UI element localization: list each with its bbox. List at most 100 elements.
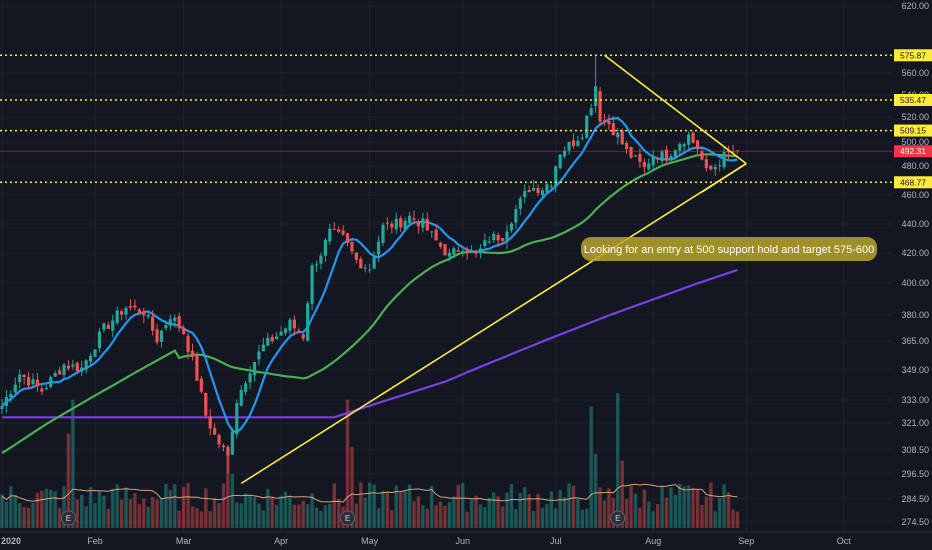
candle[interactable] xyxy=(49,375,53,389)
candle[interactable] xyxy=(713,163,717,176)
candle[interactable] xyxy=(26,371,31,389)
candlesticks[interactable] xyxy=(0,55,739,473)
candle[interactable] xyxy=(4,389,9,413)
candle[interactable] xyxy=(660,149,664,165)
candle[interactable] xyxy=(173,314,177,328)
earnings-marker[interactable]: E xyxy=(60,510,76,526)
candle[interactable] xyxy=(93,349,97,358)
candle[interactable] xyxy=(500,238,505,244)
candle[interactable] xyxy=(447,248,452,262)
candle[interactable] xyxy=(182,324,186,335)
candle[interactable] xyxy=(465,246,469,260)
candle[interactable] xyxy=(518,196,522,216)
candle[interactable] xyxy=(133,299,137,311)
candle[interactable] xyxy=(390,220,394,234)
candle[interactable] xyxy=(381,222,385,246)
candle[interactable] xyxy=(306,300,310,342)
candle[interactable] xyxy=(607,114,611,130)
last-price-tag[interactable]: 492.31 xyxy=(894,145,932,158)
candle[interactable] xyxy=(71,359,75,370)
candle[interactable] xyxy=(443,244,447,256)
candle[interactable] xyxy=(540,187,545,198)
candle[interactable] xyxy=(177,312,181,333)
candle[interactable] xyxy=(279,326,283,336)
candle[interactable] xyxy=(704,154,708,172)
candle[interactable] xyxy=(669,153,673,162)
candle[interactable] xyxy=(456,246,460,252)
candle[interactable] xyxy=(319,252,323,270)
candle[interactable] xyxy=(509,222,514,233)
candle[interactable] xyxy=(159,329,164,348)
candle[interactable] xyxy=(137,307,141,315)
annotation-callout[interactable]: Looking for an entry at 500 support hold… xyxy=(581,237,877,262)
candle[interactable] xyxy=(687,131,691,150)
level-price-tag[interactable]: 509.15 xyxy=(894,124,932,137)
candle[interactable] xyxy=(261,337,265,352)
candle[interactable] xyxy=(13,377,17,397)
candle[interactable] xyxy=(292,315,296,336)
candle[interactable] xyxy=(527,185,531,193)
candle[interactable] xyxy=(394,212,398,234)
candle[interactable] xyxy=(554,165,558,193)
candle[interactable] xyxy=(288,317,292,335)
resistance-trendline[interactable] xyxy=(603,54,747,165)
candle[interactable] xyxy=(310,262,314,311)
candle[interactable] xyxy=(695,139,700,156)
candle[interactable] xyxy=(257,344,261,366)
candle[interactable] xyxy=(18,369,22,389)
candle[interactable] xyxy=(505,225,509,250)
candle[interactable] xyxy=(337,226,341,234)
candle[interactable] xyxy=(195,351,199,382)
candle[interactable] xyxy=(376,235,381,262)
candle[interactable] xyxy=(625,140,629,154)
candle[interactable] xyxy=(111,314,115,338)
candle[interactable] xyxy=(97,328,102,353)
candle[interactable] xyxy=(323,238,327,262)
candle[interactable] xyxy=(80,360,84,377)
candle[interactable] xyxy=(709,164,713,171)
candle[interactable] xyxy=(647,158,651,171)
candle[interactable] xyxy=(75,361,79,374)
candle[interactable] xyxy=(226,445,230,473)
candle[interactable] xyxy=(434,224,438,241)
candle[interactable] xyxy=(22,374,26,385)
candle[interactable] xyxy=(483,233,487,248)
level-price-tag[interactable]: 575.87 xyxy=(894,49,932,62)
candle[interactable] xyxy=(239,385,243,407)
level-price-tag[interactable]: 468.77 xyxy=(894,176,932,189)
candle[interactable] xyxy=(199,375,203,394)
candle[interactable] xyxy=(164,320,168,331)
candle[interactable] xyxy=(66,360,71,371)
candle[interactable] xyxy=(412,210,416,225)
candle[interactable] xyxy=(190,343,195,361)
candle[interactable] xyxy=(372,251,376,270)
candle[interactable] xyxy=(585,115,589,139)
candle[interactable] xyxy=(421,212,425,233)
candle[interactable] xyxy=(403,217,407,233)
candle[interactable] xyxy=(40,385,44,396)
candle[interactable] xyxy=(106,321,110,330)
candle[interactable] xyxy=(558,153,562,170)
horizontal-levels[interactable] xyxy=(0,54,893,184)
candle[interactable] xyxy=(341,225,345,236)
annotation-box[interactable] xyxy=(581,237,877,261)
candle[interactable] xyxy=(84,359,88,374)
candle[interactable] xyxy=(345,232,350,247)
candle[interactable] xyxy=(301,333,305,342)
candle[interactable] xyxy=(438,241,443,249)
candle[interactable] xyxy=(9,390,13,403)
candle[interactable] xyxy=(252,361,257,382)
candle[interactable] xyxy=(616,127,620,145)
candle[interactable] xyxy=(363,264,367,273)
candle[interactable] xyxy=(549,183,553,191)
candle[interactable] xyxy=(57,366,62,375)
time-axis[interactable]: 2020 Feb Mar Apr May Jun Jul Aug Sep Oct xyxy=(0,531,932,550)
candle[interactable] xyxy=(142,307,146,324)
candle[interactable] xyxy=(678,142,682,155)
candle[interactable] xyxy=(656,156,660,164)
candle[interactable] xyxy=(359,256,363,269)
trendlines[interactable] xyxy=(240,54,747,485)
candle[interactable] xyxy=(523,184,527,204)
candle[interactable] xyxy=(89,352,93,366)
